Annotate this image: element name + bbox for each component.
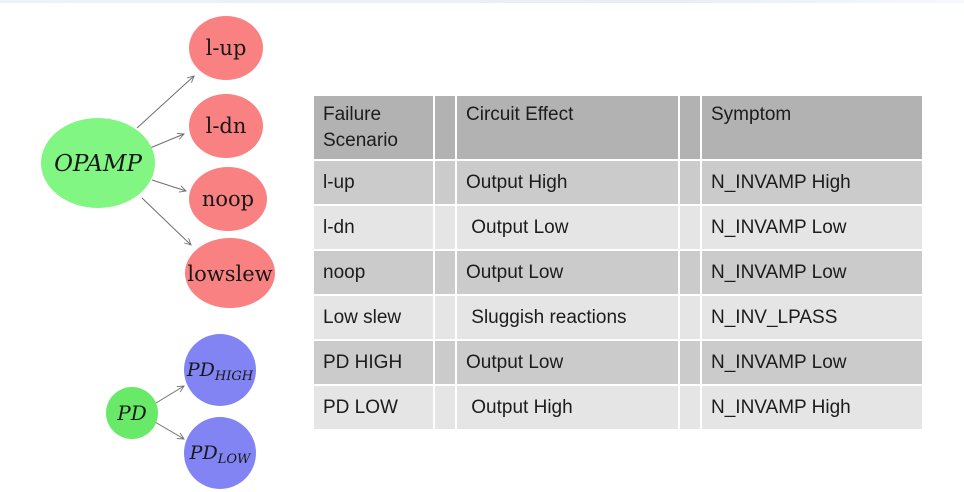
cell-spacer <box>435 296 455 339</box>
edge-pd-high <box>155 385 185 404</box>
cell-scenario: Low slew <box>314 296 433 339</box>
edge-opamp-lup <box>136 75 195 129</box>
node-opamp-label: OPAMP <box>54 151 142 177</box>
svg-text:PDHIGH: PDHIGH <box>186 359 254 384</box>
header-spacer <box>680 96 700 159</box>
node-pd-high: PDHIGH <box>184 334 256 406</box>
cell-scenario: l-dn <box>314 206 433 249</box>
node-noop-label: noop <box>202 187 254 211</box>
table-header-row: Failure Scenario Circuit Effect Symptom <box>314 96 922 159</box>
node-pd: PD <box>106 387 158 439</box>
node-l-dn-label: l-dn <box>206 114 247 138</box>
cell-spacer <box>680 386 700 429</box>
node-l-up-label: l-up <box>206 36 247 60</box>
cell-effect: Output High <box>457 161 678 204</box>
cell-spacer <box>435 251 455 294</box>
node-opamp: OPAMP <box>41 118 155 208</box>
table-row: l-up Output High N_INVAMP High <box>314 161 922 204</box>
cell-scenario: noop <box>314 251 433 294</box>
node-lowslew-label: lowslew <box>187 262 272 286</box>
cell-effect: Output High <box>457 386 678 429</box>
node-pd-low-sub: LOW <box>217 452 252 467</box>
cell-spacer <box>435 386 455 429</box>
cell-symptom: N_INVAMP High <box>702 161 922 204</box>
table-row: noop Output Low N_INVAMP Low <box>314 251 922 294</box>
node-l-dn: l-dn <box>189 94 263 158</box>
node-pd-high-base: PD <box>186 359 215 381</box>
cell-effect: Sluggish reactions <box>457 296 678 339</box>
top-edge-highlight <box>0 0 964 3</box>
node-lowslew: lowslew <box>185 238 275 308</box>
cell-spacer <box>680 251 700 294</box>
edge-opamp-noop <box>151 179 187 193</box>
header-circuit-effect: Circuit Effect <box>457 96 678 159</box>
node-noop: noop <box>189 167 267 231</box>
cell-spacer <box>435 341 455 384</box>
cell-symptom: N_INVAMP Low <box>702 206 922 249</box>
cell-scenario: PD HIGH <box>314 341 433 384</box>
edge-opamp-lowslew <box>141 197 192 246</box>
cell-effect: Output Low <box>457 251 678 294</box>
table-row: Low slew Sluggish reactions N_INV_LPASS <box>314 296 922 339</box>
node-pd-label: PD <box>116 401 147 425</box>
fault-tree-diagram: OPAMP l-up l-dn noop lowslew PD PDH <box>41 16 275 489</box>
cell-symptom: N_INVAMP High <box>702 386 922 429</box>
table-row: PD LOW Output High N_INVAMP High <box>314 386 922 429</box>
cell-spacer <box>680 206 700 249</box>
cell-scenario: PD LOW <box>314 386 433 429</box>
cell-spacer <box>680 296 700 339</box>
cell-spacer <box>680 161 700 204</box>
cell-effect: Output Low <box>457 206 678 249</box>
svg-text:PDLOW: PDLOW <box>189 442 252 467</box>
cell-symptom: N_INVAMP Low <box>702 341 922 384</box>
header-spacer <box>435 96 455 159</box>
table-row: PD HIGH Output Low N_INVAMP Low <box>314 341 922 384</box>
table-row: l-dn Output Low N_INVAMP Low <box>314 206 922 249</box>
cell-spacer <box>680 341 700 384</box>
node-pd-low: PDLOW <box>184 417 256 489</box>
cell-effect: Output Low <box>457 341 678 384</box>
edge-pd-low <box>154 421 185 440</box>
header-symptom: Symptom <box>702 96 922 159</box>
node-pd-high-sub: HIGH <box>214 369 254 384</box>
cell-spacer <box>435 206 455 249</box>
cell-symptom: N_INVAMP Low <box>702 251 922 294</box>
cell-scenario: l-up <box>314 161 433 204</box>
edge-opamp-ldn <box>149 133 185 149</box>
node-pd-low-base: PD <box>189 442 218 464</box>
failure-scenario-table: Failure Scenario Circuit Effect Symptom … <box>312 94 924 431</box>
header-failure-scenario: Failure Scenario <box>314 96 433 159</box>
node-l-up: l-up <box>189 16 263 80</box>
cell-spacer <box>435 161 455 204</box>
cell-symptom: N_INV_LPASS <box>702 296 922 339</box>
